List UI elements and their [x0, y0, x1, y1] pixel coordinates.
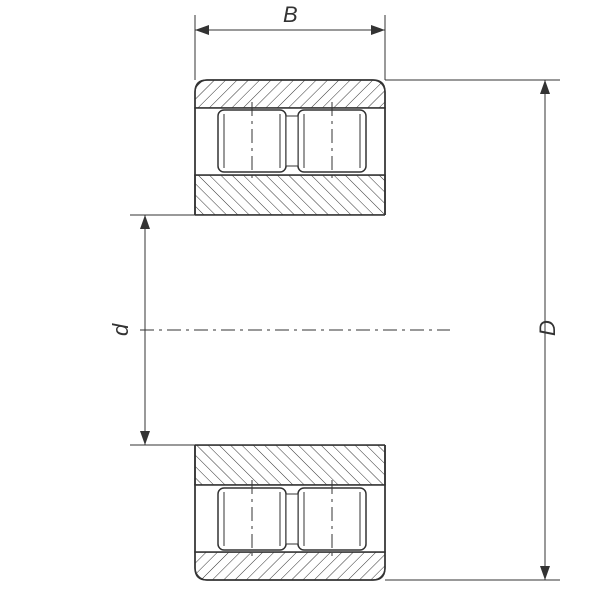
dim-B-label: B — [283, 2, 298, 27]
dim-D-label: D — [535, 320, 560, 336]
dim-d-label: d — [108, 323, 133, 336]
bearing-drawing: B Dd — [0, 0, 600, 600]
